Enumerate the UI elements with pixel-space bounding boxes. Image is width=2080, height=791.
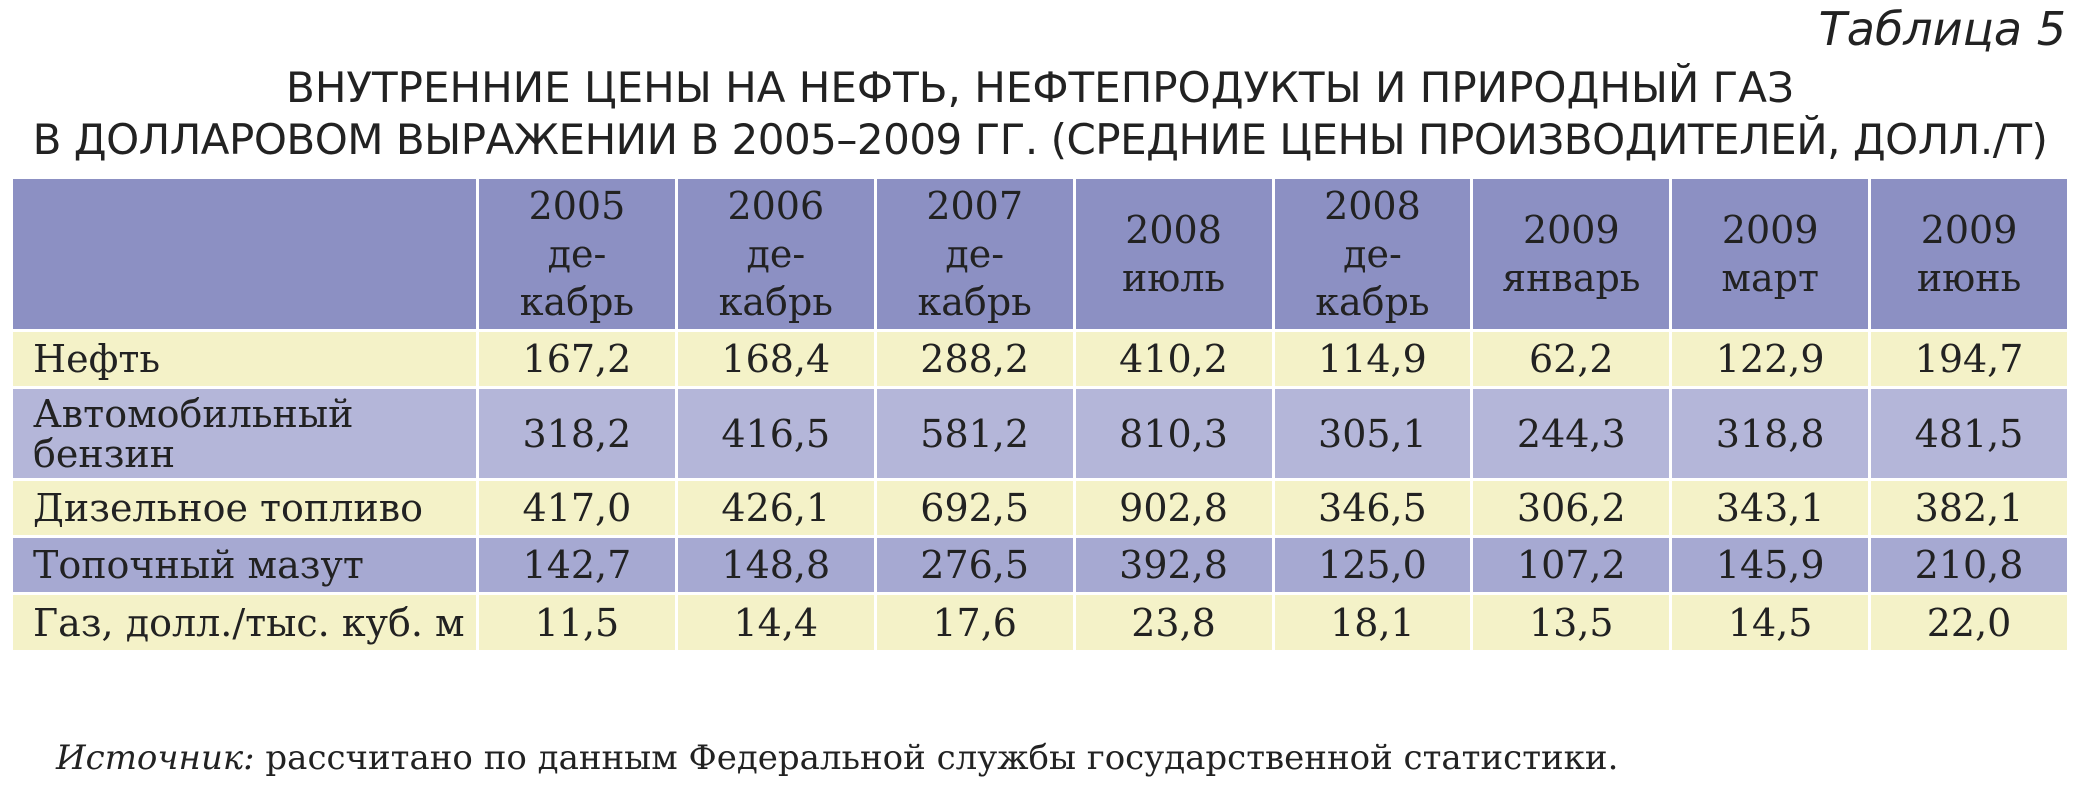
header-row: 2005 де-кабрь 2006 де-кабрь 2007 де-кабрь 2008… xyxy=(10,176,2070,332)
column-header-line: 2009 xyxy=(1721,208,1819,252)
cell: 288,2 xyxy=(873,329,1076,389)
column-header-line: январь xyxy=(1502,256,1641,300)
cell: 168,4 xyxy=(674,329,877,389)
cell: 902,8 xyxy=(1072,478,1275,538)
cell: 122,9 xyxy=(1669,329,1872,389)
cell: 382,1 xyxy=(1868,478,2070,538)
table-label: Таблица 5 xyxy=(1818,2,2066,56)
cell: 692,5 xyxy=(873,478,1076,538)
cell: 23,8 xyxy=(1072,592,1275,653)
title-line: В ДОЛЛАРОВОМ ВЫРАЖЕНИИ В 2005–2009 ГГ. (… xyxy=(32,115,2048,164)
cell: 62,2 xyxy=(1470,329,1673,389)
column-header-line: 2006 xyxy=(727,184,825,228)
cell: 346,5 xyxy=(1271,478,1474,538)
title: ВНУТРЕННИЕ ЦЕНЫ НА НЕФТЬ, НЕФТЕПРОДУКТЫ … xyxy=(0,62,2080,166)
table-row: Нефть 167,2 168,4 288,2 410,2 114,9 62,2 122,9 1… xyxy=(10,329,2070,389)
column-header: 2009 январь xyxy=(1470,176,1673,332)
cell: 194,7 xyxy=(1868,329,2070,389)
cell: 114,9 xyxy=(1271,329,1474,389)
column-header-line: июнь xyxy=(1916,256,2022,300)
cell: 276,5 xyxy=(873,535,1076,595)
cell: 318,8 xyxy=(1669,386,1872,481)
column-header-line: де- xyxy=(945,232,1005,276)
table-row: Дизельное топливо 417,0 426,1 692,5 902,8 346… xyxy=(10,478,2070,538)
source-text: рассчитано по данным Федеральной службы … xyxy=(265,738,1619,778)
column-header-line: кабрь xyxy=(917,280,1032,324)
cell: 11,5 xyxy=(476,592,678,653)
column-header-line: де- xyxy=(547,232,607,276)
column-header: 2009 июнь xyxy=(1868,176,2070,332)
cell: 22,0 xyxy=(1868,592,2070,653)
cell: 107,2 xyxy=(1470,535,1673,595)
row-label: Дизельное топливо xyxy=(10,478,479,538)
row-label: Нефть xyxy=(10,329,479,389)
cell: 14,5 xyxy=(1669,592,1872,653)
column-header-line: де- xyxy=(746,232,806,276)
cell: 13,5 xyxy=(1470,592,1673,653)
column-header-line: кабрь xyxy=(718,280,833,324)
cell: 210,8 xyxy=(1868,535,2070,595)
cell: 142,7 xyxy=(476,535,678,595)
row-label: Газ, долл./тыс. куб. м xyxy=(10,592,479,653)
price-table: 2005 де-кабрь 2006 де-кабрь 2007 де-кабрь 2008… xyxy=(10,176,2070,653)
column-header: 2005 де-кабрь xyxy=(476,176,678,332)
column-header-line: 2009 xyxy=(1920,208,2018,252)
cell: 810,3 xyxy=(1072,386,1275,481)
column-header-line: 2008 xyxy=(1125,208,1222,252)
column-header-line: кабрь xyxy=(519,280,635,324)
cell: 306,2 xyxy=(1470,478,1673,538)
cell: 305,1 xyxy=(1271,386,1474,481)
cell: 125,0 xyxy=(1271,535,1474,595)
row-label: Топочный мазут xyxy=(10,535,479,595)
column-header-line: 2009 xyxy=(1522,208,1620,252)
source-label: Источник: xyxy=(56,738,255,778)
cell: 481,5 xyxy=(1868,386,2070,481)
column-header: 2008 де-кабрь xyxy=(1271,176,1474,332)
column-header: 2006 де-кабрь xyxy=(674,176,877,332)
cell: 343,1 xyxy=(1669,478,1872,538)
cell: 410,2 xyxy=(1072,329,1275,389)
table-row: Топочный мазут 142,7 148,8 276,5 392,8 125,0 1… xyxy=(10,535,2070,595)
source-note: Источник: рассчитано по данным Федеральн… xyxy=(56,738,1618,778)
column-header-line: июль xyxy=(1121,256,1226,300)
cell: 14,4 xyxy=(674,592,877,653)
column-header-line: март xyxy=(1721,256,1819,300)
column-header-line: кабрь xyxy=(1315,280,1430,324)
cell: 167,2 xyxy=(476,329,678,389)
cell: 581,2 xyxy=(873,386,1076,481)
cell: 145,9 xyxy=(1669,535,1872,595)
cell: 318,2 xyxy=(476,386,678,481)
table-row: Автомобильный бензин 318,2 416,5 581,2 810,3… xyxy=(10,386,2070,481)
cell: 417,0 xyxy=(476,478,678,538)
column-header-line: 2007 xyxy=(926,184,1024,228)
column-header-line: 2008 xyxy=(1324,184,1421,228)
cell: 18,1 xyxy=(1271,592,1474,653)
table-row: Газ, долл./тыс. куб. м 11,5 14,4 17,6 23,8 18… xyxy=(10,592,2070,653)
column-header-line: 2005 xyxy=(528,184,626,228)
cell: 392,8 xyxy=(1072,535,1275,595)
cell: 148,8 xyxy=(674,535,877,595)
cell: 416,5 xyxy=(674,386,877,481)
title-line: ВНУТРЕННИЕ ЦЕНЫ НА НЕФТЬ, НЕФТЕПРОДУКТЫ … xyxy=(286,63,1794,112)
column-header: 2009 март xyxy=(1669,176,1872,332)
row-label: Автомобильный бензин xyxy=(10,386,479,481)
cell: 244,3 xyxy=(1470,386,1673,481)
column-header: 2007 де-кабрь xyxy=(873,176,1076,332)
cell: 17,6 xyxy=(873,592,1076,653)
column-header-line: де- xyxy=(1343,232,1402,276)
cell: 426,1 xyxy=(674,478,877,538)
column-header: 2008 июль xyxy=(1072,176,1275,332)
corner-cell xyxy=(10,176,479,332)
